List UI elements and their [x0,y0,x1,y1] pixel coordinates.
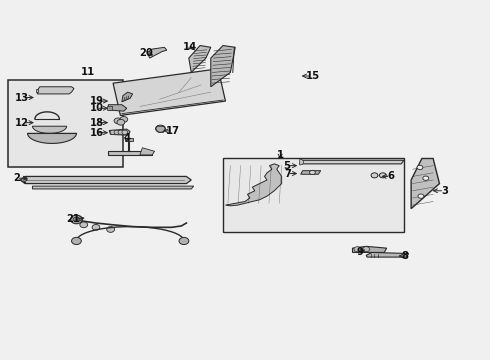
Circle shape [120,117,128,122]
Circle shape [122,130,128,134]
Polygon shape [32,186,194,189]
Circle shape [117,120,125,125]
Polygon shape [113,69,225,116]
Text: 14: 14 [183,42,197,52]
Circle shape [310,170,316,175]
Polygon shape [108,151,152,155]
Text: 21: 21 [66,215,80,224]
Polygon shape [189,45,211,72]
Circle shape [107,226,115,232]
Polygon shape [107,106,112,110]
Circle shape [71,215,82,224]
Circle shape [92,225,100,230]
Text: 16: 16 [89,128,103,138]
Polygon shape [109,129,130,135]
Circle shape [418,194,424,198]
Text: 11: 11 [80,67,95,77]
Polygon shape [122,92,133,102]
Text: 9: 9 [356,247,363,257]
Text: 6: 6 [387,171,394,181]
Text: 5: 5 [283,161,290,171]
Polygon shape [211,45,235,87]
Circle shape [363,247,369,252]
Text: 13: 13 [15,93,29,103]
Text: 3: 3 [441,186,448,196]
Polygon shape [147,47,167,58]
Circle shape [156,125,165,132]
Bar [223,158,404,232]
Polygon shape [36,89,38,92]
Polygon shape [411,158,440,209]
Polygon shape [20,176,27,184]
Polygon shape [125,138,133,141]
Circle shape [80,222,88,228]
Circle shape [379,173,386,178]
Text: 8: 8 [402,251,409,261]
Circle shape [72,237,81,244]
Circle shape [73,217,80,222]
Circle shape [179,237,189,244]
Text: 19: 19 [90,96,103,106]
Polygon shape [27,134,76,143]
Polygon shape [352,246,387,252]
Bar [8,80,123,167]
Circle shape [354,247,361,252]
Polygon shape [140,148,155,155]
Polygon shape [300,159,304,165]
Polygon shape [37,87,74,94]
Text: 12: 12 [15,118,29,128]
Text: 17: 17 [166,126,180,136]
Polygon shape [108,105,127,111]
Circle shape [118,130,124,134]
Polygon shape [366,252,409,257]
Text: 15: 15 [305,71,319,81]
Polygon shape [225,164,282,206]
Polygon shape [300,160,404,164]
Text: 20: 20 [140,48,153,58]
Circle shape [110,130,116,134]
Circle shape [417,165,423,170]
Circle shape [371,173,378,178]
Polygon shape [301,171,321,174]
Text: 1: 1 [277,150,284,160]
Text: 7: 7 [284,168,291,179]
Circle shape [114,118,122,124]
Text: 18: 18 [89,118,103,128]
Circle shape [114,130,120,134]
Text: 4: 4 [123,133,130,143]
Circle shape [423,176,429,180]
Polygon shape [20,176,191,184]
Text: 10: 10 [90,103,103,113]
Text: 2: 2 [13,173,20,183]
Polygon shape [32,126,67,133]
